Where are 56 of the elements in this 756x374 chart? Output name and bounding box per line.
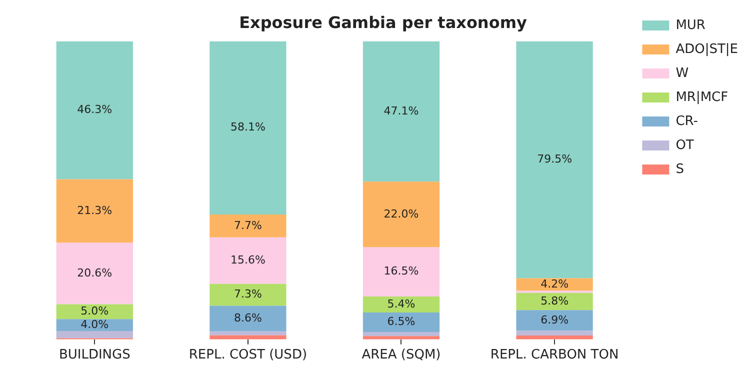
bar [362, 182, 440, 248]
bar [362, 296, 440, 313]
data-label: 8.6% [234, 311, 262, 324]
bar [210, 41, 286, 214]
bar [516, 330, 593, 336]
data-label: 5.0% [80, 304, 109, 318]
bar [362, 247, 440, 296]
x-tick-label: REPL. CARBON TON [490, 348, 619, 363]
data-label: 21.3% [77, 204, 112, 217]
data-label: 4.0% [80, 318, 109, 331]
bar [56, 41, 133, 180]
data-label: 7.3% [234, 288, 262, 301]
bar [210, 284, 286, 306]
data-label: 5.4% [387, 297, 416, 310]
legend-label: OT [676, 138, 694, 153]
data-label: 20.6% [77, 266, 112, 280]
data-label: 4.2% [540, 277, 569, 290]
bar [362, 41, 440, 182]
x-tick-label: AREA (SQM) [362, 348, 441, 363]
bar [56, 304, 133, 320]
data-label: 6.9% [540, 313, 569, 326]
bar [56, 331, 133, 338]
bar [516, 41, 593, 278]
bar [210, 335, 286, 340]
bar [516, 278, 593, 291]
data-label: 15.6% [230, 254, 266, 267]
legend-label: MR|MCF [676, 90, 728, 105]
legend-label: S [676, 162, 684, 177]
bar [210, 237, 286, 284]
chart-title: Exposure Gambia per taxonomy [239, 12, 528, 32]
legend-label: ADO|ST|E [676, 42, 738, 57]
bar [210, 214, 286, 238]
data-label: 6.5% [387, 315, 416, 328]
bar [210, 331, 286, 336]
bar [362, 332, 440, 336]
data-label: 47.1% [384, 104, 419, 118]
bar [516, 292, 593, 310]
data-label: 58.1% [230, 120, 266, 134]
legend-label: W [676, 66, 689, 81]
data-label: 22.0% [384, 207, 419, 220]
data-label: 5.8% [540, 294, 569, 308]
bar [56, 242, 133, 304]
data-label: 79.5% [537, 152, 572, 166]
bar [56, 179, 133, 243]
bar [362, 336, 440, 340]
legend-label: MUR [676, 18, 706, 33]
data-label: 16.5% [384, 264, 419, 278]
bar [362, 312, 440, 332]
legend-label: CR- [676, 114, 698, 129]
data-label: 46.3% [77, 103, 112, 116]
bar [516, 310, 593, 331]
bar [210, 306, 286, 332]
bar [516, 336, 593, 340]
x-tick-label: BUILDINGS [58, 348, 130, 363]
data-label: 7.7% [234, 218, 262, 232]
x-tick-label: REPL. COST (USD) [188, 348, 308, 363]
